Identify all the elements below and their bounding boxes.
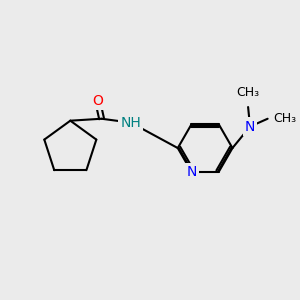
Text: CH₃: CH₃: [274, 112, 297, 125]
Text: N: N: [186, 165, 197, 179]
Text: N: N: [245, 120, 255, 134]
Text: O: O: [92, 94, 103, 108]
Text: NH: NH: [121, 116, 141, 130]
Text: CH₃: CH₃: [236, 86, 260, 99]
